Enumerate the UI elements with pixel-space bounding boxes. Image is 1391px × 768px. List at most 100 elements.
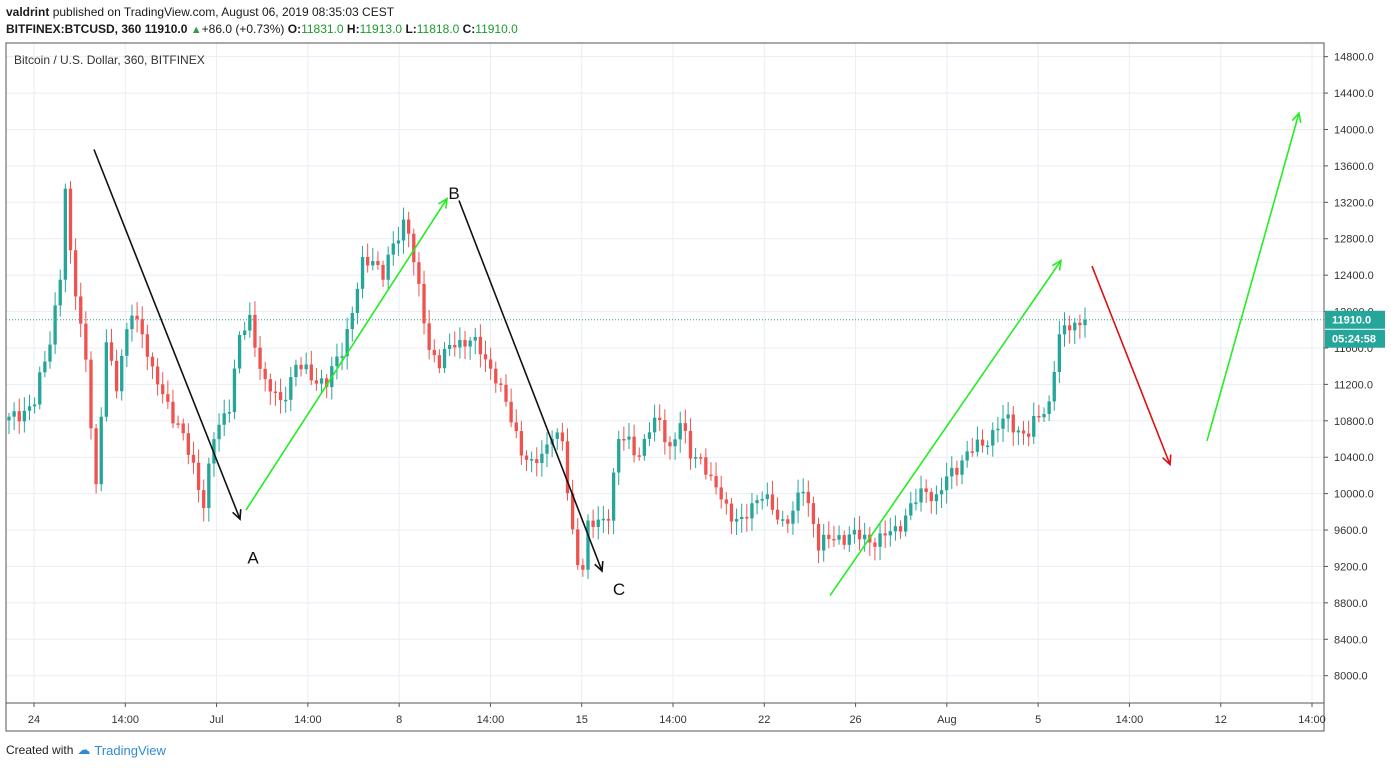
close-label: C: xyxy=(462,22,476,36)
x-tick-label: Aug xyxy=(937,714,957,726)
candle-body xyxy=(760,499,764,501)
candle-body xyxy=(914,502,918,504)
candle-body xyxy=(1073,322,1077,331)
candle-body xyxy=(970,451,974,453)
candle-body xyxy=(412,233,416,263)
candle-body xyxy=(540,453,544,463)
candle-body xyxy=(366,256,370,266)
candle-body xyxy=(924,488,928,493)
created-with-text: Created with xyxy=(6,743,74,757)
candle-body xyxy=(570,493,575,530)
candle-body xyxy=(939,490,944,495)
candle-body xyxy=(1052,371,1056,402)
candle-body xyxy=(586,520,590,570)
candle-body xyxy=(688,430,693,459)
candle-body xyxy=(191,454,196,463)
candle-body xyxy=(494,368,498,384)
candle-body xyxy=(1078,322,1082,326)
candle-body xyxy=(22,410,27,422)
candle-body xyxy=(734,519,739,522)
candle-body xyxy=(453,344,457,348)
candle-body xyxy=(801,491,805,494)
candle-body xyxy=(422,283,426,324)
candle-body xyxy=(1001,418,1005,429)
y-tick-label: 10800.0 xyxy=(1334,416,1374,428)
arrow-up-current-head xyxy=(1051,259,1063,271)
author-name[interactable]: valdrint xyxy=(6,5,50,19)
candle-body xyxy=(248,314,252,331)
candle-body xyxy=(161,384,165,395)
candle-body xyxy=(171,401,175,424)
wave-label-c: C xyxy=(613,580,625,599)
candle-body xyxy=(237,334,242,369)
price-change: +86.0 (+0.73%) xyxy=(201,22,285,36)
candle-body xyxy=(980,439,985,446)
candle-body xyxy=(166,394,170,402)
candle-body xyxy=(857,529,862,540)
candle-body xyxy=(601,518,606,521)
brand-name[interactable]: TradingView xyxy=(94,742,166,758)
candle-body xyxy=(509,401,513,423)
candle-body xyxy=(765,494,769,500)
candle-body xyxy=(770,494,775,510)
candle-body xyxy=(637,455,641,457)
candle-body xyxy=(873,542,877,547)
candle-body xyxy=(120,355,124,392)
y-tick-label: 12800.0 xyxy=(1334,234,1374,246)
candle-body xyxy=(852,529,857,535)
candle-body xyxy=(714,476,718,488)
candle-body xyxy=(325,378,329,388)
x-tick-label: 14:00 xyxy=(477,714,505,726)
candle-body xyxy=(560,432,565,442)
candle-body xyxy=(729,503,734,522)
candle-body xyxy=(837,535,841,540)
candle-body xyxy=(335,356,339,367)
candle-body xyxy=(893,526,898,532)
candle-body xyxy=(1011,414,1015,433)
candle-body xyxy=(391,243,395,255)
candle-body xyxy=(478,336,483,355)
candle-body xyxy=(401,219,406,241)
low-value: 11818.0 xyxy=(416,22,460,36)
candle-body xyxy=(217,424,221,440)
candle-body xyxy=(150,356,155,367)
candle-body xyxy=(360,256,365,289)
up-triangle-icon: ▲ xyxy=(190,24,202,36)
x-tick-label: 24 xyxy=(28,714,40,726)
x-tick-label: 26 xyxy=(849,714,861,726)
x-tick-label: 14:00 xyxy=(1116,714,1144,726)
candle-body xyxy=(309,364,313,381)
candle-body xyxy=(596,519,600,527)
x-tick-label: 14:00 xyxy=(112,714,140,726)
publish-info: valdrint published on TradingView.com, A… xyxy=(6,5,394,19)
candle-body xyxy=(299,364,303,370)
candle-body xyxy=(437,355,442,369)
candle-body xyxy=(396,240,401,244)
candle-body xyxy=(786,519,790,524)
y-tick-label: 14400.0 xyxy=(1334,88,1374,100)
candle-body xyxy=(934,494,939,502)
candle-body xyxy=(1016,430,1021,433)
candle-body xyxy=(53,305,57,345)
candle-body xyxy=(1006,414,1010,419)
candle-body xyxy=(929,492,933,502)
candle-body xyxy=(268,379,272,392)
y-tick-label: 8800.0 xyxy=(1334,598,1368,610)
candle-body xyxy=(535,459,539,463)
x-tick-label: 15 xyxy=(576,714,588,726)
candle-body xyxy=(673,439,677,447)
candle-body xyxy=(745,516,749,519)
candle-body xyxy=(258,347,262,369)
candle-body xyxy=(991,429,995,446)
candlestick-chart[interactable]: Bitcoin / U.S. Dollar, 360, BITFINEX 800… xyxy=(0,0,1391,740)
candle-body xyxy=(632,436,636,456)
open-label: O: xyxy=(287,22,302,36)
candle-body xyxy=(750,503,754,519)
candle-body xyxy=(417,262,421,284)
candle-body xyxy=(668,442,672,447)
candle-body xyxy=(355,288,360,313)
candle-body xyxy=(514,422,518,432)
candle-body xyxy=(319,378,324,384)
candle-body xyxy=(791,510,795,524)
candle-body xyxy=(1067,325,1072,331)
